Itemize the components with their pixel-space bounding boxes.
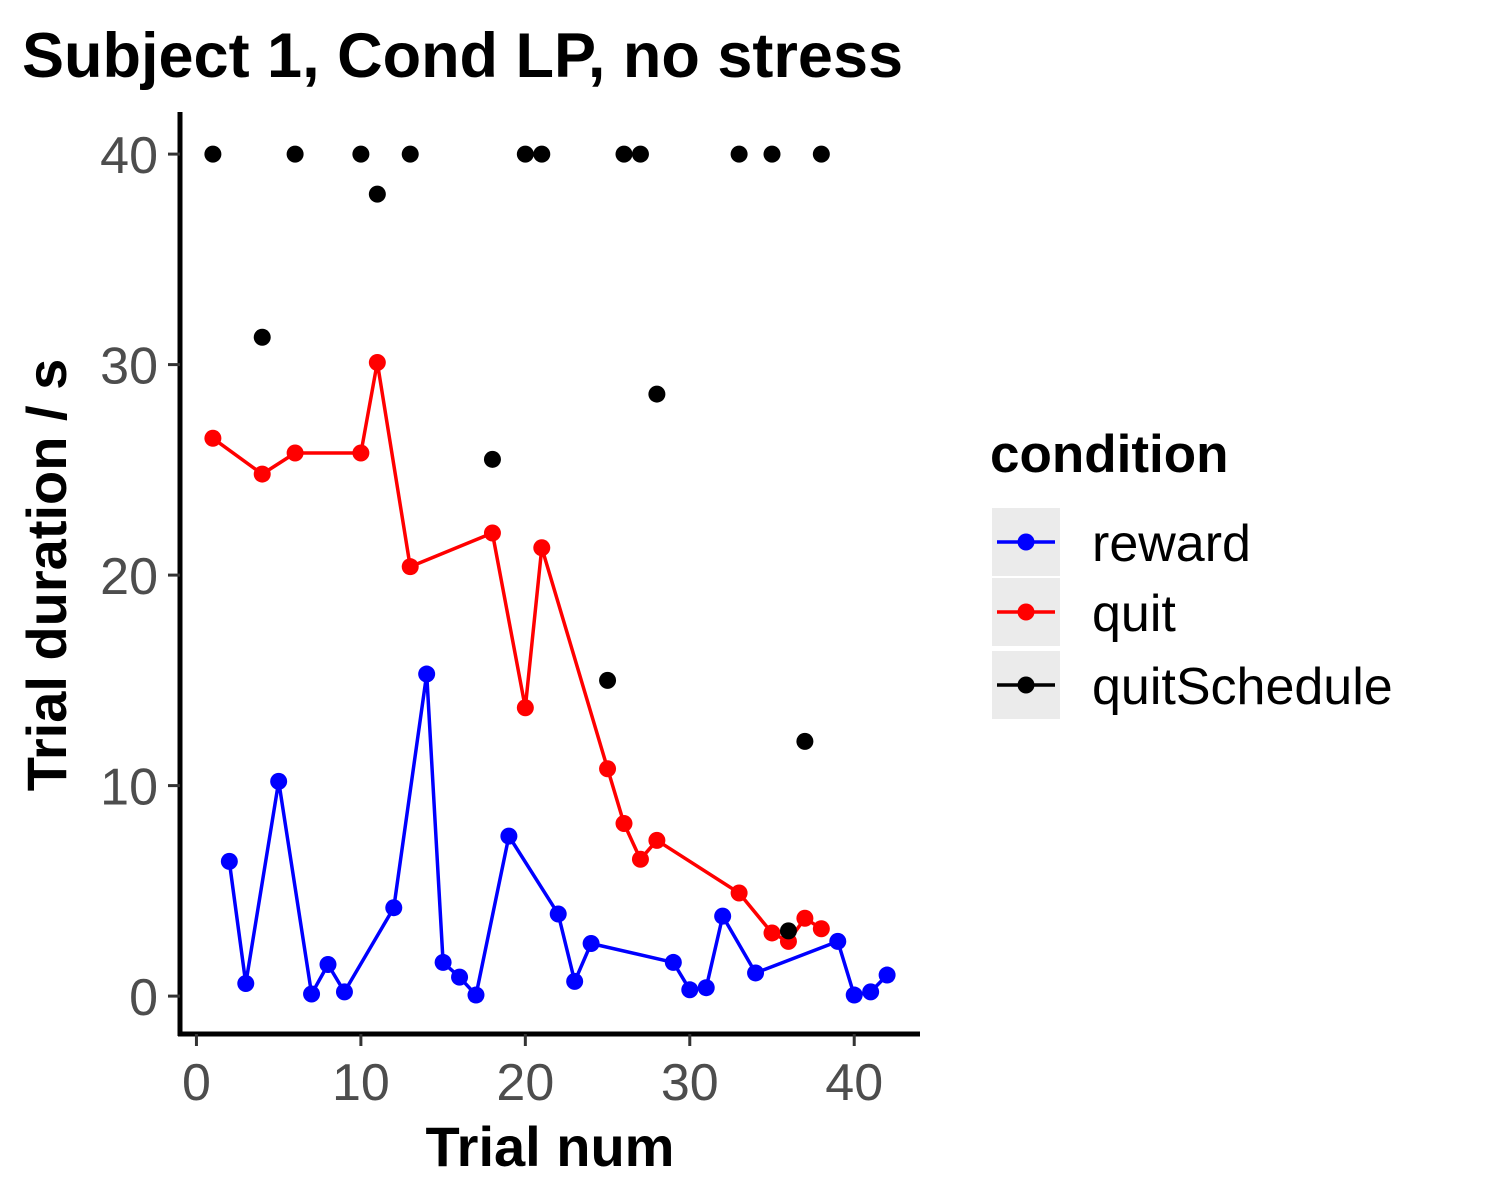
data-point-quit bbox=[401, 558, 419, 576]
data-point-quitSchedule bbox=[352, 145, 370, 163]
data-point-reward bbox=[566, 972, 584, 990]
data-point-quitSchedule bbox=[516, 145, 534, 163]
data-point-quitSchedule bbox=[401, 145, 419, 163]
data-point-quit bbox=[533, 539, 551, 557]
legend-key-point bbox=[1017, 603, 1035, 621]
data-point-reward bbox=[319, 956, 337, 974]
y-axis-title: Trial duration / s bbox=[15, 359, 78, 792]
y-axis: 0 10 20 30 40 bbox=[100, 112, 183, 1036]
x-tick-label: 40 bbox=[825, 1054, 883, 1112]
data-point-reward bbox=[270, 772, 288, 790]
x-tick-label: 0 bbox=[182, 1054, 211, 1112]
data-point-reward bbox=[385, 899, 403, 917]
legend-key-point bbox=[1017, 676, 1035, 694]
data-point-reward bbox=[418, 665, 436, 683]
y-tick-label: 30 bbox=[100, 338, 158, 396]
legend: condition reward quit quitSchedule bbox=[990, 425, 1393, 719]
data-point-reward bbox=[845, 986, 863, 1004]
y-tick-label: 20 bbox=[100, 548, 158, 606]
data-point-reward bbox=[878, 966, 896, 984]
data-point-quitSchedule bbox=[779, 922, 797, 940]
data-point-quit bbox=[648, 831, 666, 849]
data-point-reward bbox=[697, 979, 715, 997]
data-point-reward bbox=[434, 953, 452, 971]
legend-title: condition bbox=[990, 425, 1228, 484]
data-point-quitSchedule bbox=[286, 145, 304, 163]
data-point-quit bbox=[730, 884, 748, 902]
data-point-quit bbox=[763, 924, 781, 942]
data-point-reward bbox=[862, 983, 880, 1001]
data-point-quit bbox=[516, 699, 534, 717]
x-tick-label: 10 bbox=[332, 1054, 390, 1112]
data-point-quitSchedule bbox=[812, 145, 830, 163]
x-axis-title: Trial num bbox=[426, 1115, 675, 1178]
data-point-quitSchedule bbox=[533, 145, 551, 163]
data-point-quit bbox=[352, 444, 370, 462]
y-tick-label: 40 bbox=[100, 127, 158, 185]
data-point-quitSchedule bbox=[648, 385, 666, 403]
data-point-quitSchedule bbox=[631, 145, 649, 163]
data-point-reward bbox=[582, 934, 600, 952]
data-point-quit bbox=[615, 814, 633, 832]
data-point-reward bbox=[549, 905, 567, 923]
data-point-reward bbox=[664, 953, 682, 971]
x-tick-label: 30 bbox=[661, 1054, 719, 1112]
legend-label-quitSchedule: quitSchedule bbox=[1092, 658, 1393, 716]
data-point-reward bbox=[220, 852, 238, 870]
y-tick-label: 10 bbox=[100, 759, 158, 817]
series-line-quit bbox=[211, 360, 823, 944]
data-point-quitSchedule bbox=[483, 450, 501, 468]
data-point-quit bbox=[599, 760, 617, 778]
x-axis: 0 10 20 30 40 bbox=[178, 1031, 920, 1112]
data-point-quitSchedule bbox=[615, 145, 633, 163]
data-point-quitSchedule bbox=[368, 185, 386, 203]
data-point-quit bbox=[253, 465, 271, 483]
y-tick-label: 0 bbox=[129, 969, 158, 1027]
data-point-quitSchedule bbox=[730, 145, 748, 163]
data-point-reward bbox=[829, 932, 847, 950]
data-point-quit bbox=[483, 524, 501, 542]
data-point-quit bbox=[286, 444, 304, 462]
data-point-reward bbox=[500, 827, 518, 845]
data-point-quitSchedule bbox=[599, 671, 617, 689]
data-point-quitSchedule bbox=[796, 732, 814, 750]
data-point-reward bbox=[303, 985, 321, 1003]
legend-key-point bbox=[1017, 533, 1035, 551]
data-point-quitSchedule bbox=[253, 328, 271, 346]
x-tick-label: 20 bbox=[496, 1054, 554, 1112]
data-point-reward bbox=[714, 907, 732, 925]
chart-title: Subject 1, Cond LP, no stress bbox=[22, 21, 903, 91]
data-point-quitSchedule bbox=[763, 145, 781, 163]
plot-area bbox=[204, 145, 896, 1004]
data-point-quitSchedule bbox=[204, 145, 222, 163]
data-point-reward bbox=[237, 974, 255, 992]
data-point-quit bbox=[812, 920, 830, 938]
data-point-quit bbox=[631, 850, 649, 868]
data-point-reward bbox=[335, 983, 353, 1001]
data-point-quit bbox=[204, 429, 222, 447]
data-point-reward bbox=[747, 964, 765, 982]
legend-label-quit: quit bbox=[1092, 585, 1176, 643]
data-point-reward bbox=[681, 981, 699, 999]
data-point-reward bbox=[451, 968, 469, 986]
data-point-reward bbox=[467, 986, 485, 1004]
data-point-quit bbox=[796, 909, 814, 927]
legend-label-reward: reward bbox=[1092, 515, 1251, 573]
data-point-quit bbox=[368, 353, 386, 371]
